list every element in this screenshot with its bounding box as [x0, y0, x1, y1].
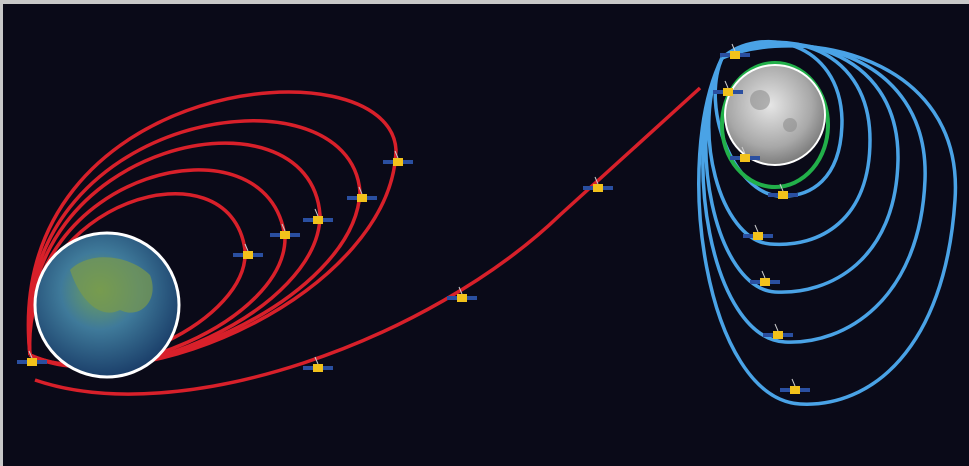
top-border: [0, 0, 969, 4]
left-border: [0, 0, 3, 466]
lunar-orbit: [697, 44, 957, 406]
final-orbit: [720, 61, 830, 189]
earth-orbit: [26, 119, 362, 368]
lunar-orbit: [701, 43, 927, 344]
moon: [724, 64, 826, 166]
transfer-trajectory: [34, 86, 702, 396]
moon-crater: [783, 118, 797, 132]
earth-orbit: [26, 90, 398, 369]
lunar-orbit: [704, 41, 900, 294]
earth-land: [70, 257, 153, 313]
moon-crater: [750, 90, 770, 110]
